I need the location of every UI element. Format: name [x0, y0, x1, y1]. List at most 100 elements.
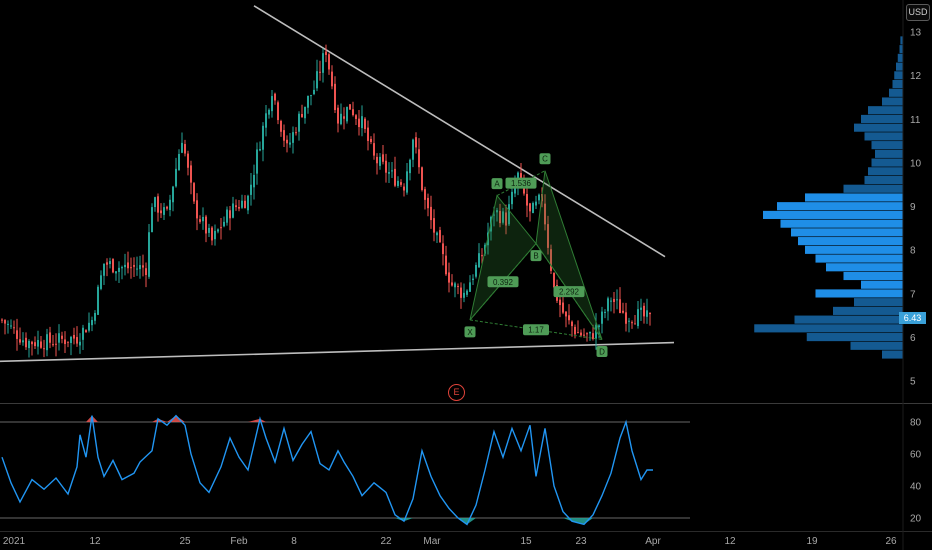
pattern-point-x: X [467, 328, 473, 337]
candle-body [598, 325, 600, 327]
candle-body [316, 71, 318, 89]
volume-profile-bar [868, 106, 903, 115]
axes: 5 6 7 8 9 10 11 12 13 20 40 60 80 2021 12 25 Feb 8 22 Mar 15… [3, 0, 922, 550]
candle-body [100, 275, 102, 289]
volume-profile-bar [843, 271, 903, 281]
price-axis-tick: 10 [910, 158, 922, 169]
candle-body [70, 336, 72, 344]
candle-body [289, 142, 291, 145]
pattern-ratio-ac-box [505, 177, 537, 189]
candle-body [340, 113, 342, 125]
candle-body [352, 109, 354, 116]
currency-label[interactable]: USD [906, 4, 930, 21]
candle-body [1, 319, 3, 321]
candle-body [250, 184, 252, 195]
pattern-point-b-box [530, 250, 542, 262]
candle-body [286, 139, 288, 144]
candle-body [226, 209, 228, 223]
candle-body [409, 159, 411, 174]
candle-body [304, 106, 306, 119]
candle-body [451, 282, 453, 286]
candle-body [208, 227, 210, 233]
candle-body [628, 320, 630, 322]
oscillator-line [1, 414, 653, 526]
candle-body [76, 337, 78, 344]
candle-body [229, 210, 231, 219]
volume-profile-bar [854, 123, 903, 132]
candle-body [319, 71, 321, 73]
volume-profile-bar [900, 36, 903, 45]
candle-body [532, 202, 534, 214]
oversold-fill [404, 518, 413, 522]
pattern-point-c: C [542, 155, 548, 164]
candle-body [493, 214, 495, 216]
candle-body [592, 333, 594, 340]
candle-body [502, 211, 504, 223]
candle-body [307, 95, 309, 108]
candle-body [361, 116, 363, 129]
volume-profile-bar [875, 149, 903, 158]
candle-body [4, 320, 6, 324]
candle-body [454, 283, 456, 288]
candle-body [421, 167, 423, 190]
volume-profile-bar [798, 237, 903, 246]
candle-body [508, 204, 510, 225]
candle-body [55, 343, 57, 345]
candle-body [109, 261, 111, 265]
candle-body [619, 299, 621, 314]
earnings-event-marker[interactable]: E [448, 384, 465, 401]
candle-body [301, 113, 303, 118]
time-axis-tick: Feb [230, 536, 248, 547]
candle-body [40, 341, 42, 348]
candle-body [49, 332, 51, 343]
candle-body [121, 267, 123, 269]
candle-body [103, 263, 105, 276]
pattern-point-d-box [596, 346, 608, 358]
candle-body [73, 334, 75, 339]
candle-body [337, 107, 339, 124]
candle-body [97, 286, 99, 315]
volume-profile-bar [763, 210, 903, 219]
candle-body [415, 137, 417, 148]
candle-body [511, 191, 513, 205]
candle-body [247, 195, 249, 211]
volume-profile-bar [894, 71, 903, 80]
harmonic-pattern: X A B C D 0.392 1.536 2.292 1.17 [464, 153, 608, 358]
volume-profile-bar [897, 53, 903, 62]
candle-body [130, 267, 132, 269]
candle-body [190, 165, 192, 183]
candle-body [394, 168, 396, 186]
candle-body [88, 322, 90, 331]
time-axis-tick: 12 [89, 536, 101, 547]
candle-body [397, 180, 399, 187]
candle-body [412, 139, 414, 160]
candle-body [436, 232, 438, 236]
candle-body [298, 113, 300, 132]
pattern-ratio-xd-box [523, 324, 549, 336]
candle-body [610, 300, 612, 302]
candle-body [376, 156, 378, 164]
candle-body [19, 339, 21, 343]
candle-body [211, 227, 213, 241]
volume-profile-bar [815, 254, 903, 263]
oscillator-axis-tick: 80 [910, 418, 922, 429]
candle-body [442, 243, 444, 255]
candle-body [595, 324, 597, 340]
candle-body [280, 120, 282, 132]
candle-body [223, 221, 225, 227]
support-trendline [0, 341, 675, 363]
candle-body [574, 326, 576, 335]
candle-body [178, 153, 180, 171]
volume-profile-bar [871, 158, 903, 167]
volume-profile-bar [899, 45, 903, 54]
overbought-fill [152, 418, 158, 422]
candle-body [562, 302, 564, 313]
candle-body [271, 96, 273, 112]
pattern-point-d: D [599, 348, 605, 357]
candle-body [91, 320, 93, 326]
overbought-fill [86, 415, 92, 422]
candle-body [94, 312, 96, 321]
candle-body [79, 341, 81, 346]
volume-profile-bar [889, 88, 903, 97]
